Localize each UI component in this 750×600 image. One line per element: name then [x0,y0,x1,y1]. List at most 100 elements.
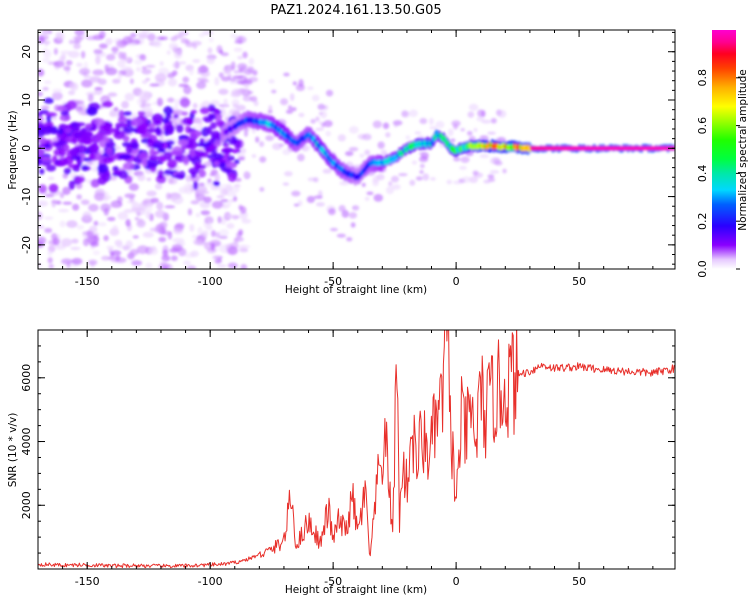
spectral-blob [182,155,190,166]
noise-blob [167,72,175,79]
noise-blob [373,193,384,202]
noise-blob [42,57,51,63]
noise-blob [65,60,73,66]
noise-blob [203,196,212,204]
noise-blob [134,217,139,221]
noise-blob [267,110,273,114]
noise-blob [282,148,291,156]
noise-blob [61,238,73,247]
noise-blob [460,127,466,132]
noise-blob [158,81,165,86]
noise-blob [51,91,63,101]
noise-blob [192,239,202,245]
noise-blob [104,64,109,72]
noise-blob [53,60,65,68]
noise-blob [210,243,216,251]
noise-blob [297,153,305,162]
noise-blob [76,194,82,200]
spectral-blob [136,123,147,131]
noise-blob [198,33,205,38]
spectral-blob [76,144,88,152]
noise-blob [211,255,221,261]
spectral-blob [148,155,160,161]
snr-y-tick-label: 2000 [20,491,33,519]
spectral-blob [222,168,230,173]
noise-blob [43,30,49,37]
noise-blob [182,76,190,83]
noise-blob [283,72,290,77]
noise-blob [154,183,163,190]
noise-blob [236,80,248,85]
noise-blob [242,95,253,102]
noise-blob [192,124,203,129]
noise-blob [38,225,45,229]
spectral-blob [73,132,82,139]
noise-blob [129,248,139,256]
noise-blob [117,72,123,80]
noise-blob [92,69,105,76]
noise-blob [53,47,58,55]
noise-blob [235,177,242,182]
noise-blob [93,220,99,226]
noise-blob [145,64,156,68]
noise-blob [107,92,118,97]
noise-blob [164,205,176,209]
noise-blob [248,57,255,66]
noise-blob [58,208,70,213]
spectral-blob [122,111,133,116]
snr-x-tick-label: -50 [324,575,342,588]
noise-blob [71,238,79,244]
noise-blob [38,236,47,245]
spectral-blob [214,113,223,121]
noise-blob [145,262,153,269]
noise-blob [52,88,63,94]
noise-blob [252,69,258,76]
noise-blob [390,175,399,183]
noise-blob [435,120,445,129]
noise-blob [466,130,473,136]
noise-blob [192,59,201,63]
noise-blob [189,223,195,232]
noise-blob [167,78,177,87]
noise-blob [95,55,101,65]
noise-blob [243,170,250,178]
spectral-blob [189,129,202,138]
spectral-blob [38,112,43,117]
noise-blob [228,108,240,115]
spectral-blob [208,114,217,120]
spectral-blob [206,126,213,135]
noise-blob [38,200,49,207]
noise-blob [145,204,153,213]
colorbar-tick-label: 0.0 [696,260,709,278]
spectrogram-y-tick-label: 20 [20,45,33,59]
colorbar-tick-label: 0.8 [696,69,709,87]
noise-blob [418,156,429,163]
snr-x-tick-label: 0 [453,575,460,588]
noise-blob [68,39,74,45]
noise-blob [159,36,168,41]
spectral-blob [181,111,189,116]
noise-blob [117,59,126,68]
snr-plot-area [38,330,675,569]
noise-blob [430,177,436,181]
noise-blob [103,191,109,199]
noise-blob [41,105,50,110]
spectrogram-x-tick-label: -100 [198,275,223,288]
noise-blob [38,91,44,97]
noise-blob [293,203,300,207]
noise-blob [44,227,53,233]
noise-blob [280,98,289,106]
noise-blob [487,131,496,135]
noise-blob [401,110,411,118]
noise-blob [348,126,359,134]
spectral-blob [222,142,230,147]
snr-y-tick-label: 4000 [20,428,33,456]
noise-blob [66,220,78,228]
noise-blob [461,176,472,183]
noise-blob [56,31,65,41]
noise-blob [469,176,479,184]
noise-blob [200,210,211,216]
noise-blob [247,66,255,73]
noise-blob [112,78,121,84]
noise-blob [392,184,401,190]
